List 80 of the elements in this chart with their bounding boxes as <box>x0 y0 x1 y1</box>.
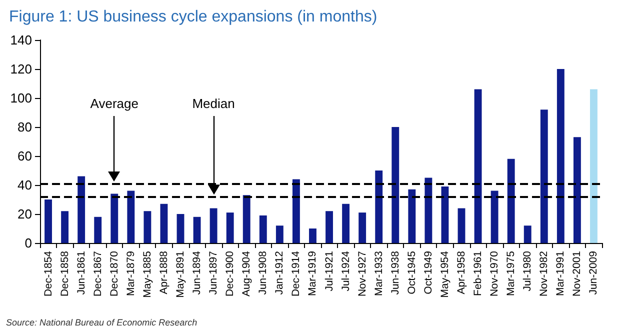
x-tick-label: Mar-1879 <box>124 250 137 296</box>
bar <box>408 189 416 243</box>
x-tick-label: Mar-1991 <box>554 250 567 296</box>
bar <box>94 216 102 243</box>
chart-title: Figure 1: US business cycle expansions (in months) <box>9 8 378 26</box>
bar <box>540 110 548 243</box>
y-tick-label: 0 <box>24 236 32 250</box>
x-tick-label: Jan-1912 <box>274 250 286 295</box>
x-tick-label: Nov-1982 <box>538 250 550 297</box>
bar <box>392 127 400 243</box>
bar <box>342 204 350 243</box>
x-tick-label: Jun-1897 <box>208 250 220 295</box>
x-tick-label: May-1885 <box>141 250 154 298</box>
x-tick-label: Jul-1921 <box>323 250 336 292</box>
x-tick-label: Nov-1970 <box>488 250 501 297</box>
x-tick-label: Jun-1861 <box>75 250 88 295</box>
y-tick-label: 120 <box>10 62 32 76</box>
x-tick-label: Jul-1980 <box>522 250 534 292</box>
x-tick-label: Mar-1919 <box>306 250 319 296</box>
bar <box>242 195 250 243</box>
x-tick-label: Nov-1927 <box>356 250 368 297</box>
x-tick-label: Feb-1961 <box>472 250 484 296</box>
bar <box>144 211 152 243</box>
x-tick-label: Dec-1858 <box>58 250 71 297</box>
bar <box>309 228 316 243</box>
bar <box>474 89 482 243</box>
x-tick-label: Mar-1933 <box>372 250 385 296</box>
x-tick-label: Apr-1958 <box>456 250 468 294</box>
x-tick-label: Dec-1870 <box>108 250 120 297</box>
x-tick-label: Nov-2001 <box>571 250 584 297</box>
bar <box>292 179 300 243</box>
y-tick-label: 80 <box>18 120 32 134</box>
x-tick-label: Jun-1938 <box>389 250 402 295</box>
x-tick-label: Jun-2009 <box>588 250 600 295</box>
y-tick-label: 60 <box>18 148 32 164</box>
x-tick-label: Oct-1949 <box>422 250 434 294</box>
x-tick-label: Oct-1945 <box>406 250 418 294</box>
x-tick-label: Aug-1904 <box>240 250 253 297</box>
x-tick-label: Dec-1900 <box>224 250 236 297</box>
bar <box>424 178 432 243</box>
x-tick-label: Jun-1908 <box>257 250 270 295</box>
x-tick-label: Dec-1854 <box>42 250 54 297</box>
bar <box>193 216 201 243</box>
y-tick-label: 140 <box>10 32 32 48</box>
bar <box>326 211 333 243</box>
y-tick-label: 100 <box>10 90 32 106</box>
bar <box>507 158 515 243</box>
x-tick-label: Jun-1894 <box>191 250 204 295</box>
x-tick-label: Dec-1914 <box>290 250 302 297</box>
bar <box>375 170 383 243</box>
bar <box>226 212 234 243</box>
x-tick-label: May-1891 <box>174 250 186 298</box>
x-tick-label: Apr-1888 <box>158 250 170 294</box>
bar <box>176 214 184 243</box>
bar <box>556 69 564 243</box>
bar <box>78 176 86 243</box>
bar <box>160 204 168 243</box>
bar <box>259 215 267 243</box>
source-note: Source: National Bureau of Economic Research <box>6 318 198 328</box>
x-tick-label: May-1954 <box>438 250 451 298</box>
y-tick-label: 40 <box>18 178 32 192</box>
bar <box>441 186 449 243</box>
bar <box>276 226 284 243</box>
bar <box>127 190 135 243</box>
bar <box>590 89 598 243</box>
y-tick-label: 20 <box>18 206 32 222</box>
bar <box>210 208 218 243</box>
bar <box>358 212 366 243</box>
bar <box>573 137 581 243</box>
x-tick-label: Mar-1975 <box>505 250 518 296</box>
bar <box>44 200 52 243</box>
bar <box>458 208 466 243</box>
x-tick-label: Dec-1867 <box>92 250 104 297</box>
bar <box>61 211 69 243</box>
x-tick-label: Jul-1924 <box>340 250 352 292</box>
bar <box>110 194 118 243</box>
bar <box>524 226 532 243</box>
annotation: Average <box>89 96 140 111</box>
annotation: Median <box>191 96 236 111</box>
bar <box>490 190 498 243</box>
